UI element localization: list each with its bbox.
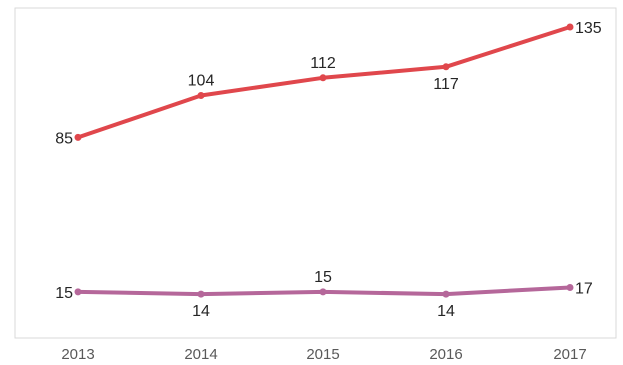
series-2-label-2017: 17 <box>575 281 593 298</box>
x-tick-2015: 2015 <box>306 346 339 363</box>
series-1-point-2015 <box>319 74 327 82</box>
data-labels: 85 104 112 117 135 15 14 15 14 17 <box>55 20 602 320</box>
series-1-label-2014: 104 <box>188 73 215 90</box>
series-2-point-2014 <box>197 290 205 298</box>
series-1-point-2014 <box>197 92 205 99</box>
series-1-line <box>76 25 572 140</box>
series-markers <box>74 23 574 298</box>
series-1-label-2013: 85 <box>55 130 73 147</box>
series-1-label-2017: 135 <box>575 20 602 37</box>
series-2-point-2016 <box>442 290 450 298</box>
series-2-label-2015: 15 <box>314 269 332 286</box>
series-1-label-2015: 112 <box>310 55 336 72</box>
series-2-label-2013: 15 <box>55 285 73 302</box>
series-2-point-2013 <box>74 288 82 296</box>
series-2-point-2015 <box>319 288 327 296</box>
x-axis-tick-labels: 2013 2014 2015 2016 2017 <box>61 346 586 363</box>
x-tick-2017: 2017 <box>553 346 586 363</box>
plot-area <box>14 7 617 339</box>
x-tick-2014: 2014 <box>184 346 217 363</box>
x-tick-2013: 2013 <box>61 346 94 363</box>
series-2-point-2017 <box>566 284 574 291</box>
series-1-label-2016: 117 <box>433 76 459 93</box>
series-1-point-2016 <box>442 63 450 71</box>
series-1-point-2013 <box>74 133 82 141</box>
series-2-label-2016: 14 <box>437 303 455 320</box>
series-1-point-2017 <box>566 23 574 31</box>
x-tick-2016: 2016 <box>429 346 462 363</box>
series-2-label-2014: 14 <box>192 303 210 320</box>
